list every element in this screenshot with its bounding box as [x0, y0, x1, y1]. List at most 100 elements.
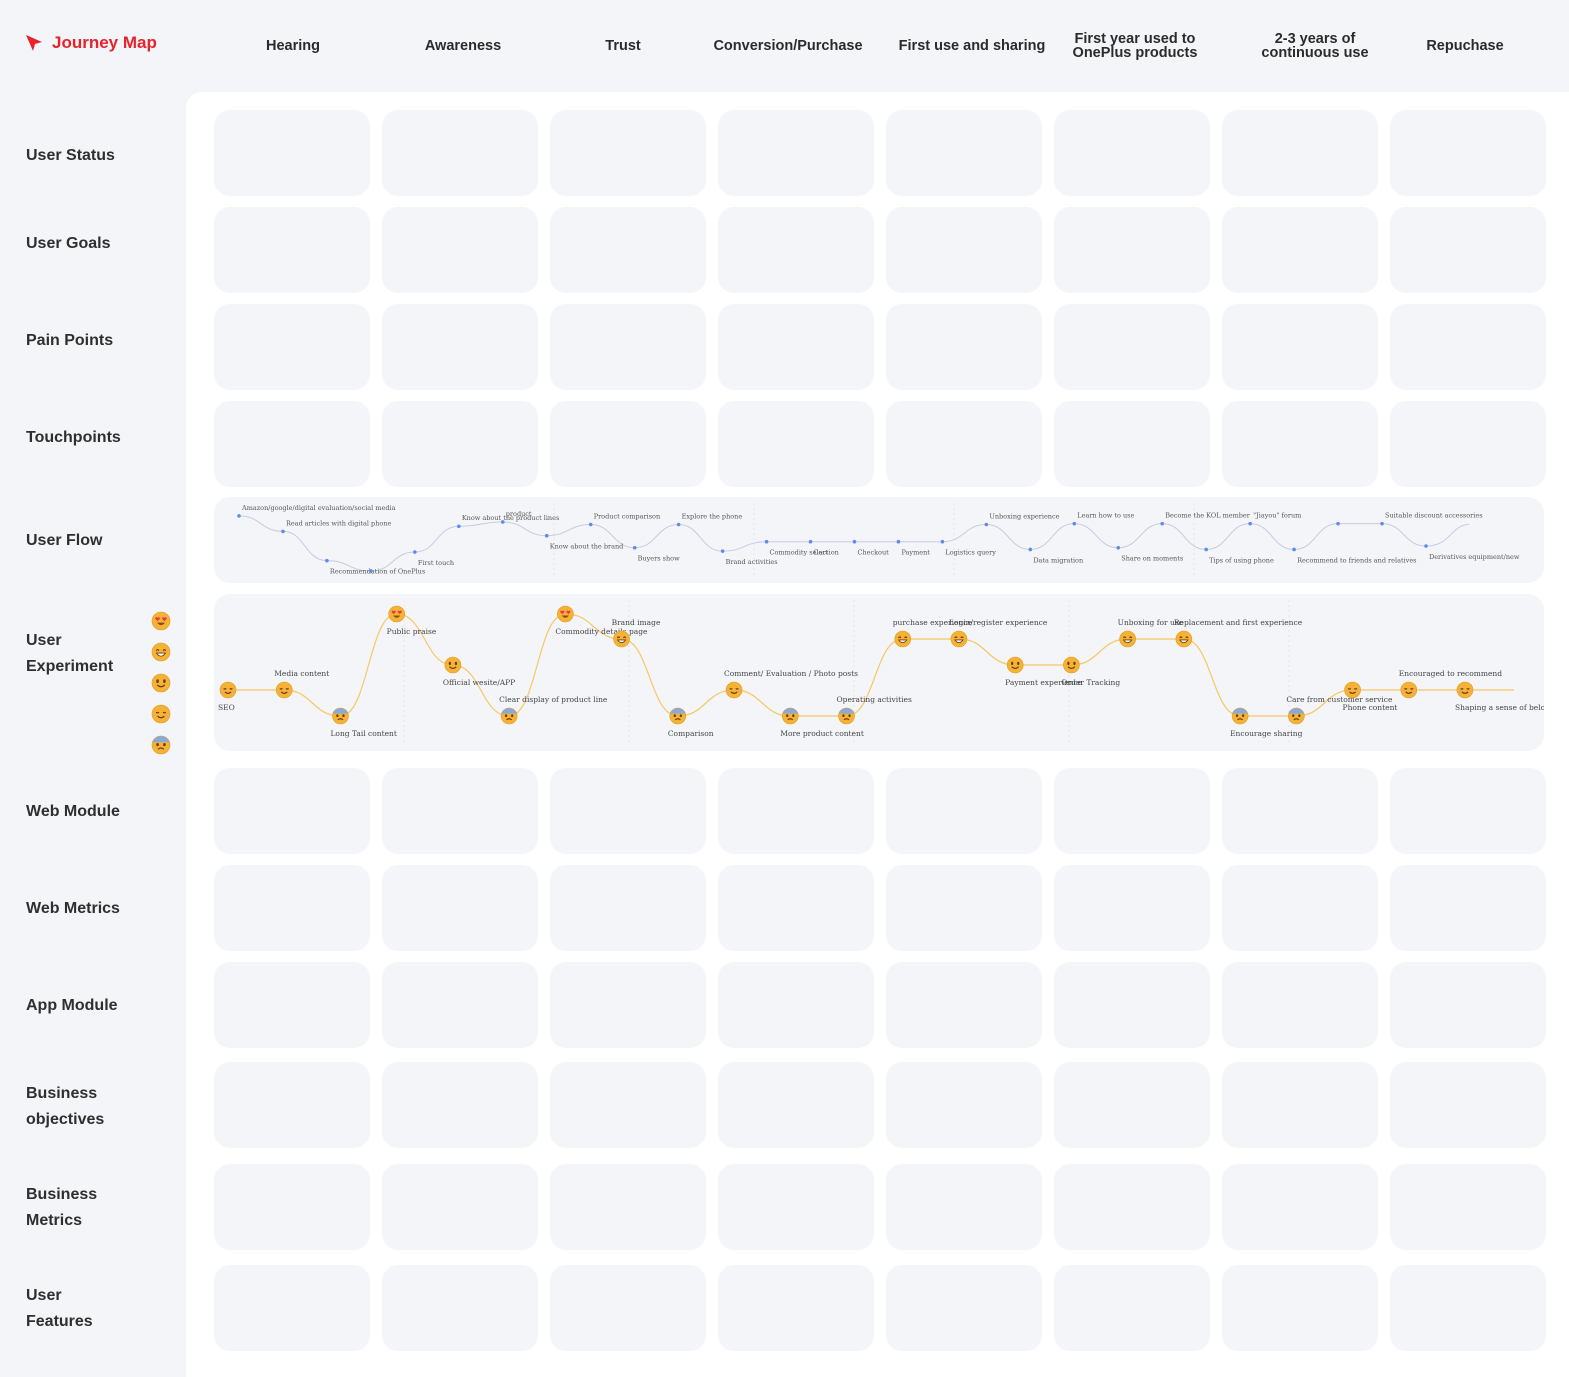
- cell-user-features-3[interactable]: [550, 1265, 706, 1351]
- flow-point[interactable]: [1160, 521, 1165, 526]
- flow-point[interactable]: [237, 514, 241, 518]
- cell-touchpoints-1[interactable]: [214, 401, 370, 487]
- cell-business-objectives-3[interactable]: [550, 1062, 706, 1148]
- flow-point[interactable]: [1380, 521, 1384, 526]
- flow-point[interactable]: [1424, 544, 1428, 548]
- cell-user-goals-1[interactable]: [214, 207, 370, 293]
- flow-point[interactable]: [1204, 547, 1208, 552]
- cell-user-features-5[interactable]: [886, 1265, 1042, 1351]
- cell-business-metrics-3[interactable]: [550, 1164, 706, 1250]
- flow-point[interactable]: [984, 522, 989, 527]
- cell-business-objectives-5[interactable]: [886, 1062, 1042, 1148]
- cell-user-status-2[interactable]: [382, 110, 538, 196]
- cell-app-module-2[interactable]: [382, 962, 538, 1048]
- flow-point[interactable]: [325, 558, 329, 563]
- cell-business-objectives-4[interactable]: [718, 1062, 874, 1148]
- cell-business-objectives-1[interactable]: [214, 1062, 370, 1148]
- cell-web-metrics-2[interactable]: [382, 865, 538, 951]
- cell-pain-points-5[interactable]: [886, 304, 1042, 390]
- cell-user-status-1[interactable]: [214, 110, 370, 196]
- cell-business-objectives-8[interactable]: [1390, 1062, 1546, 1148]
- flow-point[interactable]: [588, 522, 593, 527]
- cell-touchpoints-4[interactable]: [718, 401, 874, 487]
- cell-touchpoints-3[interactable]: [550, 401, 706, 487]
- flow-point[interactable]: [544, 533, 549, 538]
- cell-web-module-4[interactable]: [718, 768, 874, 854]
- cell-business-metrics-2[interactable]: [382, 1164, 538, 1250]
- cell-business-metrics-1[interactable]: [214, 1164, 370, 1250]
- cell-user-goals-2[interactable]: [382, 207, 538, 293]
- cell-user-features-8[interactable]: [1390, 1265, 1546, 1351]
- cell-user-status-5[interactable]: [886, 110, 1042, 196]
- cell-user-goals-5[interactable]: [886, 207, 1042, 293]
- cell-user-goals-6[interactable]: [1054, 207, 1210, 293]
- flow-point[interactable]: [1248, 521, 1252, 526]
- cell-business-metrics-5[interactable]: [886, 1164, 1042, 1250]
- flow-point[interactable]: [852, 539, 857, 544]
- cell-user-status-7[interactable]: [1222, 110, 1378, 196]
- cell-touchpoints-8[interactable]: [1390, 401, 1546, 487]
- cell-app-module-3[interactable]: [550, 962, 706, 1048]
- cell-business-metrics-6[interactable]: [1054, 1164, 1210, 1250]
- cell-pain-points-1[interactable]: [214, 304, 370, 390]
- cell-user-features-1[interactable]: [214, 1265, 370, 1351]
- flow-point[interactable]: [764, 539, 769, 544]
- cell-user-features-4[interactable]: [718, 1265, 874, 1351]
- cell-user-goals-4[interactable]: [718, 207, 874, 293]
- cell-user-features-2[interactable]: [382, 1265, 538, 1351]
- cell-web-metrics-6[interactable]: [1054, 865, 1210, 951]
- cell-web-module-5[interactable]: [886, 768, 1042, 854]
- flow-point[interactable]: [1292, 547, 1296, 552]
- flow-point[interactable]: [896, 539, 901, 544]
- cell-pain-points-4[interactable]: [718, 304, 874, 390]
- cell-web-module-7[interactable]: [1222, 768, 1378, 854]
- cell-user-goals-8[interactable]: [1390, 207, 1546, 293]
- cell-app-module-5[interactable]: [886, 962, 1042, 1048]
- cell-app-module-6[interactable]: [1054, 962, 1210, 1048]
- flow-point[interactable]: [720, 549, 725, 553]
- flow-point[interactable]: [676, 522, 681, 527]
- cell-web-metrics-1[interactable]: [214, 865, 370, 951]
- cell-app-module-1[interactable]: [214, 962, 370, 1048]
- cell-app-module-4[interactable]: [718, 962, 874, 1048]
- cell-web-module-3[interactable]: [550, 768, 706, 854]
- cell-user-goals-3[interactable]: [550, 207, 706, 293]
- flow-point[interactable]: [1072, 521, 1077, 526]
- cell-business-metrics-4[interactable]: [718, 1164, 874, 1250]
- flow-point[interactable]: [1116, 545, 1121, 550]
- cell-app-module-7[interactable]: [1222, 962, 1378, 1048]
- cell-web-module-1[interactable]: [214, 768, 370, 854]
- cell-user-goals-7[interactable]: [1222, 207, 1378, 293]
- cell-user-status-4[interactable]: [718, 110, 874, 196]
- cell-touchpoints-2[interactable]: [382, 401, 538, 487]
- cell-business-metrics-7[interactable]: [1222, 1164, 1378, 1250]
- flow-point[interactable]: [413, 550, 417, 554]
- cell-business-objectives-2[interactable]: [382, 1062, 538, 1148]
- cell-user-features-7[interactable]: [1222, 1265, 1378, 1351]
- cell-business-objectives-7[interactable]: [1222, 1062, 1378, 1148]
- cell-web-module-2[interactable]: [382, 768, 538, 854]
- cell-web-module-8[interactable]: [1390, 768, 1546, 854]
- cell-user-status-6[interactable]: [1054, 110, 1210, 196]
- cell-app-module-8[interactable]: [1390, 962, 1546, 1048]
- cell-user-status-8[interactable]: [1390, 110, 1546, 196]
- cell-web-metrics-7[interactable]: [1222, 865, 1378, 951]
- app-logo[interactable]: Journey Map: [24, 33, 157, 53]
- cell-user-features-6[interactable]: [1054, 1265, 1210, 1351]
- flow-point[interactable]: [457, 524, 461, 529]
- cell-touchpoints-6[interactable]: [1054, 401, 1210, 487]
- flow-point[interactable]: [500, 520, 505, 524]
- flow-point[interactable]: [808, 539, 813, 544]
- cell-web-metrics-4[interactable]: [718, 865, 874, 951]
- flow-point[interactable]: [632, 545, 637, 550]
- cell-pain-points-7[interactable]: [1222, 304, 1378, 390]
- cell-web-metrics-8[interactable]: [1390, 865, 1546, 951]
- flow-point[interactable]: [1028, 547, 1033, 552]
- cell-business-objectives-6[interactable]: [1054, 1062, 1210, 1148]
- cell-web-metrics-3[interactable]: [550, 865, 706, 951]
- cell-touchpoints-7[interactable]: [1222, 401, 1378, 487]
- cell-pain-points-6[interactable]: [1054, 304, 1210, 390]
- cell-web-metrics-5[interactable]: [886, 865, 1042, 951]
- flow-point[interactable]: [940, 539, 945, 544]
- flow-point[interactable]: [369, 569, 373, 573]
